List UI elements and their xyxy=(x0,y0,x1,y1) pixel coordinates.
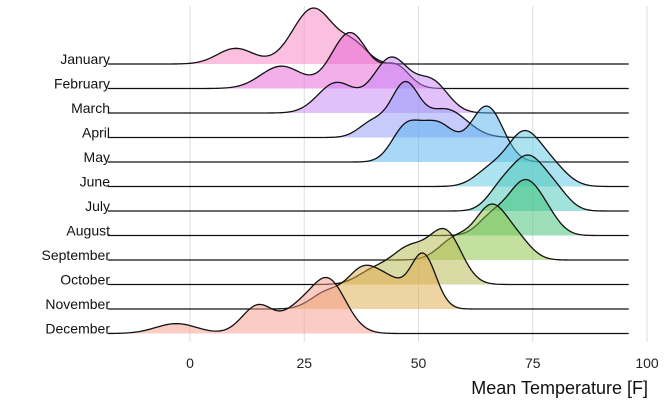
ridge-november xyxy=(107,252,629,310)
x-axis-ticks: 0 25 50 75 100 xyxy=(186,355,659,371)
x-tick-label: 25 xyxy=(296,355,312,371)
ridge-outline-february xyxy=(107,31,629,90)
month-label: June xyxy=(80,174,111,190)
ridge-july xyxy=(107,154,629,212)
month-label: April xyxy=(82,125,110,141)
ridge-layer xyxy=(107,7,629,335)
ridge-outline-september xyxy=(107,203,629,261)
ridge-area-june xyxy=(107,130,629,187)
ridge-area-january xyxy=(107,8,629,64)
ridge-march xyxy=(107,56,629,114)
month-label: January xyxy=(60,51,110,67)
ridge-area-september xyxy=(107,204,629,260)
x-tick-label: 100 xyxy=(635,355,659,371)
month-label: September xyxy=(42,247,111,263)
month-label: March xyxy=(71,100,110,116)
x-tick-label: 75 xyxy=(525,355,541,371)
x-tick-label: 50 xyxy=(411,355,427,371)
ridge-area-november xyxy=(107,253,629,309)
ridge-area-february xyxy=(107,32,629,89)
ridge-april xyxy=(107,80,629,139)
month-label: May xyxy=(84,149,110,165)
ridge-area-april xyxy=(107,81,629,138)
month-label: November xyxy=(45,296,110,312)
month-label: February xyxy=(54,76,110,92)
ridge-outline-march xyxy=(107,56,629,114)
month-labels: January February March April May June July Augu… xyxy=(42,51,111,337)
month-label: October xyxy=(60,272,110,288)
ridge-february xyxy=(107,31,629,90)
ridge-outline-june xyxy=(107,129,629,188)
month-label: December xyxy=(45,321,110,337)
ridge-area-march xyxy=(107,57,629,113)
month-label: July xyxy=(85,198,110,214)
x-tick-label: 0 xyxy=(186,355,194,371)
month-label: August xyxy=(66,223,110,239)
ridge-outline-august xyxy=(107,178,629,237)
ridge-area-december xyxy=(107,277,629,334)
ridge-september xyxy=(107,203,629,261)
ridge-june xyxy=(107,129,629,188)
ridge-outline-november xyxy=(107,252,629,310)
x-axis-title: Mean Temperature [F] xyxy=(471,378,648,398)
ridge-area-july xyxy=(107,155,629,211)
ridge-december xyxy=(107,276,629,335)
ridge-outline-july xyxy=(107,154,629,212)
ridge-outline-december xyxy=(107,276,629,335)
ridge-outline-april xyxy=(107,80,629,139)
